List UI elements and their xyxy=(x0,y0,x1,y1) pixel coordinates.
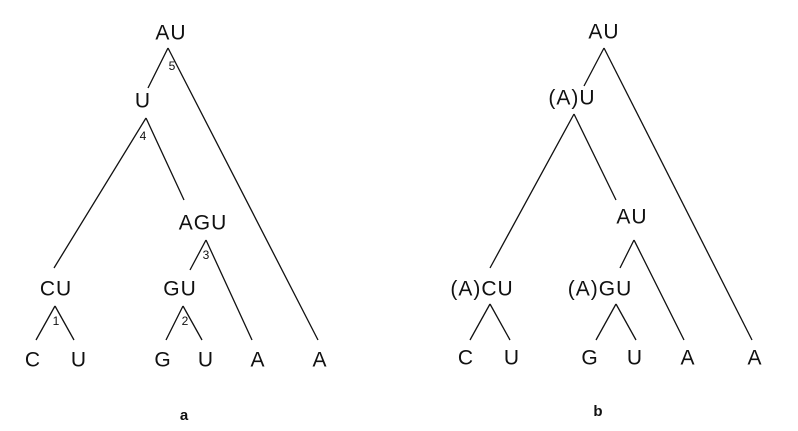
node-b-root: AU xyxy=(588,21,619,44)
edge-b-gu-g xyxy=(595,303,617,341)
edge-b-root-au xyxy=(583,47,605,87)
step-a-1: 1 xyxy=(53,314,60,328)
leaf-a-g: G xyxy=(154,349,171,372)
node-b-gu: (A)GU xyxy=(568,278,633,301)
edge-a-gu-u xyxy=(182,305,203,341)
leaf-b-g: G xyxy=(581,347,598,370)
caption-b: b xyxy=(593,403,602,420)
caption-a: a xyxy=(180,407,189,424)
edge-a-u-agu xyxy=(145,117,185,201)
leaf-b-a2: A xyxy=(747,347,762,370)
edge-b-cu-u xyxy=(489,303,511,341)
edge-a-agu-a1 xyxy=(205,239,253,341)
node-a-u: U xyxy=(135,90,151,113)
edge-b-au-a1 xyxy=(633,239,685,341)
edge-a-cu-c xyxy=(35,305,56,341)
leaf-a-u: U xyxy=(71,349,87,372)
step-a-2: 2 xyxy=(182,314,189,328)
edge-a-gu-g xyxy=(165,305,184,341)
step-a-3: 3 xyxy=(203,248,210,262)
edge-b-au-au xyxy=(573,113,617,201)
edge-a-root-u xyxy=(147,47,169,89)
node-b-cu: (A)CU xyxy=(450,278,513,301)
leaf-b-a1: A xyxy=(680,347,695,370)
node-a-agu: AGU xyxy=(179,212,228,235)
leaf-a-c: C xyxy=(25,349,41,372)
step-a-5: 5 xyxy=(169,59,176,73)
leaf-b-u: U xyxy=(504,347,520,370)
leaf-b-c: C xyxy=(458,347,474,370)
edge-a-cu-u xyxy=(54,305,75,341)
tree-a: AU U CU AGU GU C U G U A A 1 2 3 4 5 a xyxy=(25,22,327,424)
node-b-au: AU xyxy=(616,206,647,229)
edge-b-au-gu xyxy=(619,239,635,269)
tree-b: AU (A)U (A)CU AU (A)GU C U G U A A b xyxy=(450,21,762,420)
edge-a-agu-gu xyxy=(189,239,207,271)
node-b-au-paren: (A)U xyxy=(548,87,595,110)
step-a-4: 4 xyxy=(140,129,147,143)
edge-a-u-cu xyxy=(53,117,147,269)
node-a-gu: GU xyxy=(163,278,197,301)
leaf-a-a1: A xyxy=(250,349,265,372)
edge-b-au-cu xyxy=(489,113,575,269)
edge-a-root-a2 xyxy=(167,47,319,341)
edge-b-root-a2 xyxy=(603,47,753,341)
edge-b-gu-u xyxy=(615,303,637,341)
leaf-b-u2: U xyxy=(627,347,643,370)
leaf-a-a2: A xyxy=(312,349,327,372)
leaf-a-u2: U xyxy=(198,349,214,372)
edge-b-cu-c xyxy=(469,303,491,341)
node-a-cu: CU xyxy=(40,278,72,301)
node-a-root: AU xyxy=(155,22,186,45)
